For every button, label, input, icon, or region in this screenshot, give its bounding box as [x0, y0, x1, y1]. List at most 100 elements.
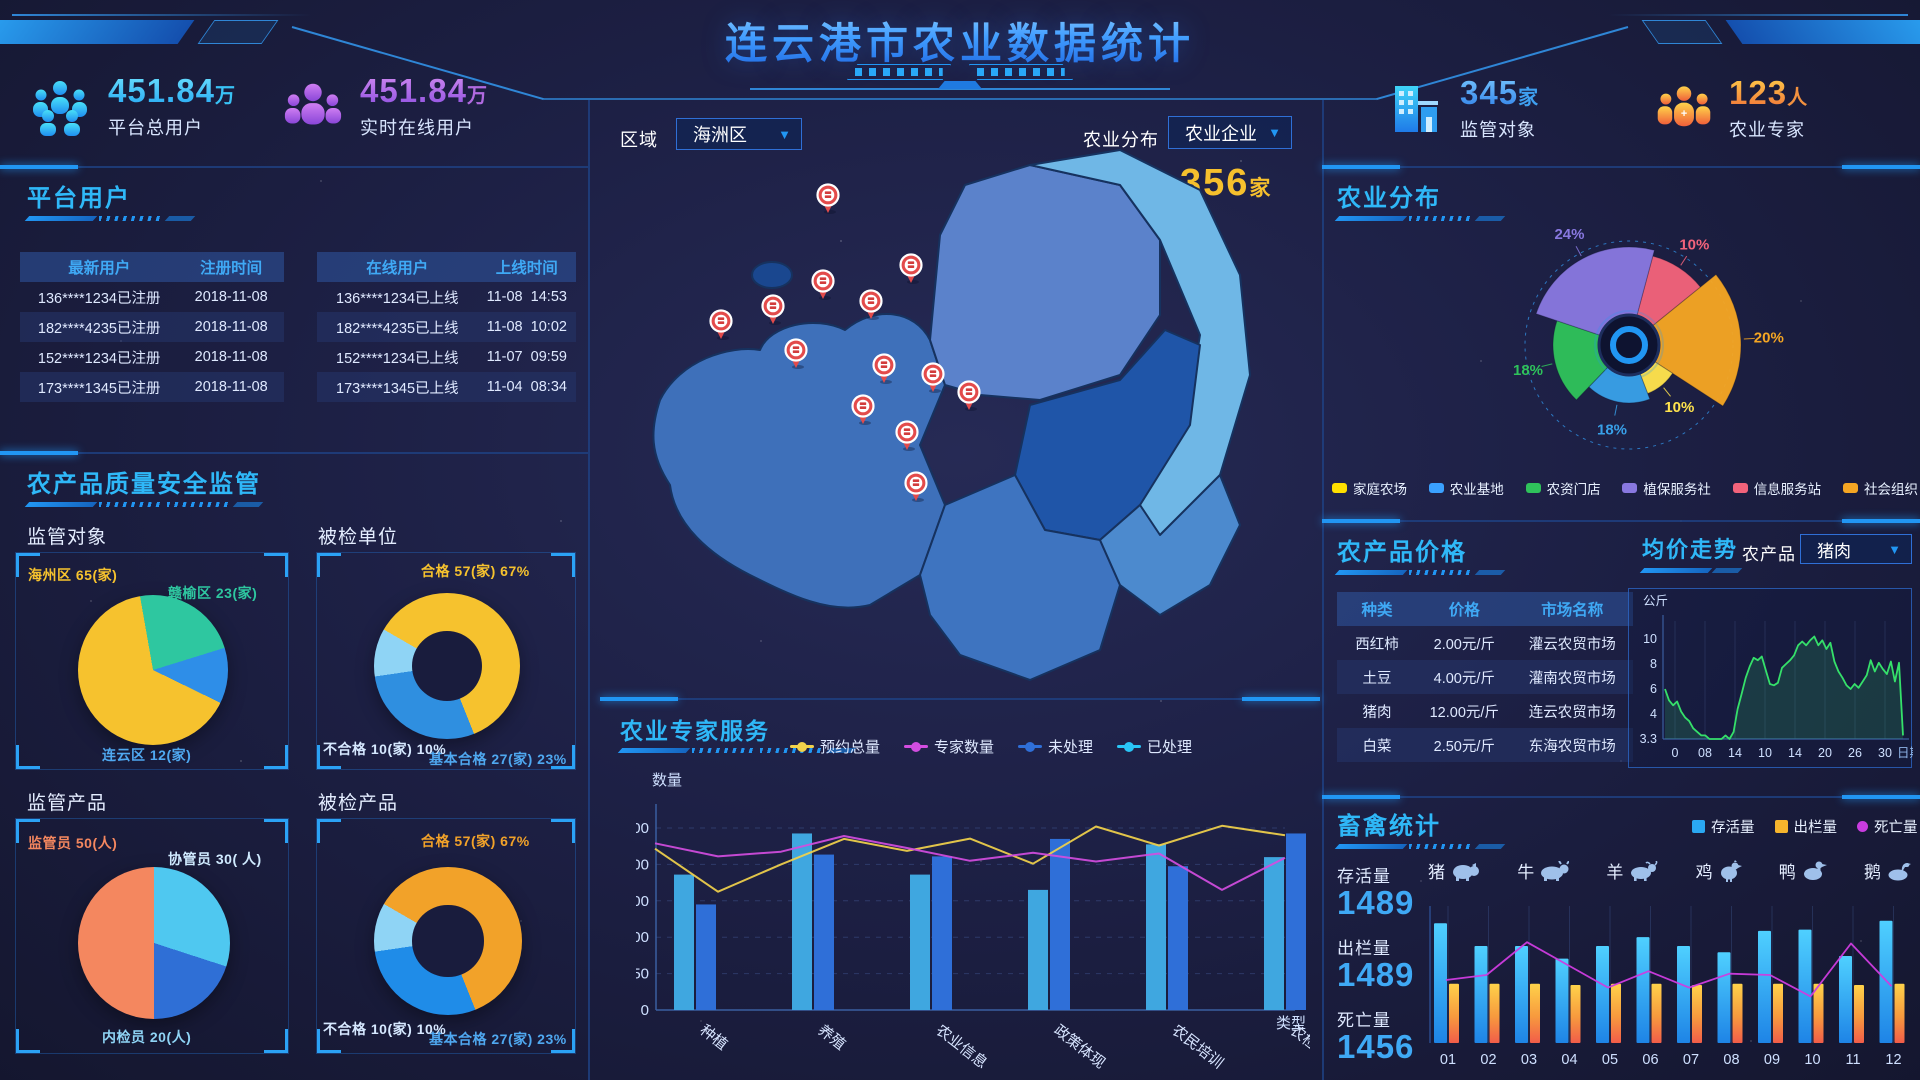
- cell-user: 173****1345已上线: [336, 380, 459, 397]
- legend-item[interactable]: 存活量: [1692, 816, 1755, 837]
- svg-text:类型: 类型: [1276, 1015, 1306, 1032]
- left-panel-divider: [588, 100, 590, 1080]
- section-underline: [24, 216, 196, 221]
- pie-callout: 不合格 10(家) 10%: [323, 741, 447, 757]
- animal-goat: 羊: [1606, 858, 1658, 883]
- product-select[interactable]: 猪肉 ▼: [1800, 534, 1912, 564]
- legend-item[interactable]: 死亡量: [1857, 816, 1918, 837]
- stat-value: 345: [1460, 74, 1519, 111]
- section-underline: [1334, 216, 1506, 221]
- legend-item[interactable]: 植保服务社: [1622, 478, 1711, 498]
- agri-distribution-rose-chart[interactable]: 10% 20% 10% 18% 18% 24%: [1455, 218, 1805, 478]
- page-title: 连云港市农业数据统计: [725, 10, 1195, 71]
- legend-item[interactable]: 专家数量: [904, 736, 994, 757]
- svg-text:8: 8: [1650, 657, 1657, 671]
- pie-supervise-products[interactable]: [78, 867, 230, 1019]
- legend-item[interactable]: 出栏量: [1774, 816, 1837, 837]
- cell-user: 152****1234已注册: [37, 350, 161, 367]
- map-pin[interactable]: [811, 269, 835, 301]
- experts-icon: +: [1657, 86, 1711, 127]
- map-pin[interactable]: [784, 338, 808, 370]
- map-pin[interactable]: [816, 183, 840, 215]
- map-district-west[interactable]: [652, 313, 946, 609]
- legend-item[interactable]: 家庭农场: [1332, 478, 1407, 498]
- pie-callout: 海州区 65(家): [28, 567, 118, 583]
- stat-label: 平台总用户: [108, 117, 203, 138]
- svg-text:12: 12: [1885, 1052, 1901, 1068]
- stat-unit: 人: [1787, 87, 1808, 109]
- distribution-select[interactable]: 农业企业 ▼: [1168, 116, 1292, 149]
- map-pins-layer: [709, 183, 981, 503]
- legend-item[interactable]: 社会组织: [1842, 478, 1918, 498]
- map-pin[interactable]: [872, 353, 896, 385]
- table-row: 136****1234已上线 11-08 14:53: [317, 282, 576, 312]
- pie-callout: 协管员 30( 人): [168, 851, 262, 867]
- map-pin[interactable]: [957, 380, 981, 412]
- legend-item[interactable]: 信息服务站: [1732, 478, 1821, 498]
- price-table: 种类 价格 市场名称 西红柿 2.00元/斤 灌云农贸市场 土豆 4.00元/斤 灌南农…: [1337, 592, 1633, 762]
- svg-text:日期: 日期: [1897, 746, 1913, 760]
- map-lake: [751, 261, 793, 289]
- svg-text:数量: 数量: [652, 772, 682, 789]
- svg-text:0: 0: [641, 1002, 649, 1019]
- product-select-label: 农产品: [1742, 545, 1796, 564]
- svg-text:+: +: [1681, 108, 1687, 120]
- map-pin[interactable]: [899, 253, 923, 285]
- svg-text:01: 01: [1440, 1052, 1456, 1068]
- legend-item[interactable]: 已处理: [1117, 736, 1192, 757]
- map-pin[interactable]: [851, 394, 875, 426]
- header-decor-segment-right: [969, 64, 1073, 80]
- svg-text:6: 6: [1650, 682, 1657, 696]
- animal-pig: 猪: [1428, 858, 1480, 883]
- stat-agri-experts: + 123人 农业专家: [1655, 75, 1808, 142]
- stat-online-users: 451.84万 实时在线用户: [282, 73, 487, 140]
- legend-item[interactable]: 农业基地: [1428, 478, 1504, 498]
- map-count-unit: 家: [1249, 177, 1271, 200]
- map-pin[interactable]: [895, 420, 919, 452]
- region-select-label: 区域: [620, 130, 658, 150]
- donut-inspected-products[interactable]: [374, 867, 522, 1015]
- svg-text:农业信息: 农业信息: [933, 1022, 991, 1072]
- svg-text:300: 300: [636, 856, 649, 873]
- animal-chicken: 鸡: [1696, 858, 1742, 883]
- chart-label: 被检单位: [318, 527, 399, 548]
- section-underline: [24, 502, 264, 507]
- donut-inspected-units[interactable]: [374, 593, 520, 739]
- svg-text:26: 26: [1848, 746, 1862, 760]
- stat-unit: 家: [1518, 87, 1539, 109]
- region-select[interactable]: 海洲区 ▼: [676, 118, 802, 150]
- chart-label: 监管对象: [27, 527, 108, 548]
- map-district-north[interactable]: [929, 164, 1161, 401]
- map-pin[interactable]: [761, 294, 785, 326]
- chevron-down-icon: ▼: [1888, 541, 1901, 557]
- region-map: [652, 149, 1251, 681]
- legend-item[interactable]: 农资门店: [1525, 478, 1601, 498]
- cell-user: 173****1345已注册: [37, 380, 161, 397]
- livestock-chart[interactable]: 01 02 03 04 05 06 07 08 09 10 11 12: [1424, 898, 1916, 1076]
- cell-user: 152****1234已上线: [336, 350, 459, 367]
- header-decor-segment-left: [847, 64, 951, 80]
- price-trend-chart[interactable]: 0 08 14 10 14 20 26 30 日期 3.3 4 6 8 10 公斤: [1629, 589, 1920, 769]
- map-pin[interactable]: [709, 309, 733, 341]
- map-pin[interactable]: [921, 362, 945, 394]
- legend-item[interactable]: 预约总量: [790, 736, 880, 757]
- cell-time: 11-04 08:34: [486, 379, 567, 395]
- svg-text:08: 08: [1698, 746, 1712, 760]
- map-pin[interactable]: [904, 471, 928, 503]
- map-pin[interactable]: [859, 289, 883, 321]
- pie-supervise-objects[interactable]: [78, 595, 228, 745]
- svg-text:03: 03: [1521, 1052, 1537, 1068]
- livestock-legend: 存活量 出栏量 死亡量: [1692, 816, 1918, 837]
- svg-text:20: 20: [1818, 746, 1832, 760]
- svg-text:10%: 10%: [1664, 399, 1694, 416]
- animal-goose: 鹅: [1864, 858, 1912, 883]
- chart-box-supervise-objects: 海州区 65(家) 赣榆区 23(家) 连云区 12(家): [15, 552, 289, 770]
- map-district-southeast[interactable]: [1099, 474, 1241, 616]
- cell-time: 2018-11-08: [194, 379, 268, 395]
- legend-item[interactable]: 未处理: [1018, 736, 1093, 757]
- stat-total-users: 451.84万 平台总用户: [28, 73, 235, 140]
- stat-unit: 万: [466, 85, 487, 107]
- livestock-stat-value: 1489: [1337, 956, 1415, 993]
- table-row: 182****4235已上线 11-08 10:02: [317, 312, 576, 342]
